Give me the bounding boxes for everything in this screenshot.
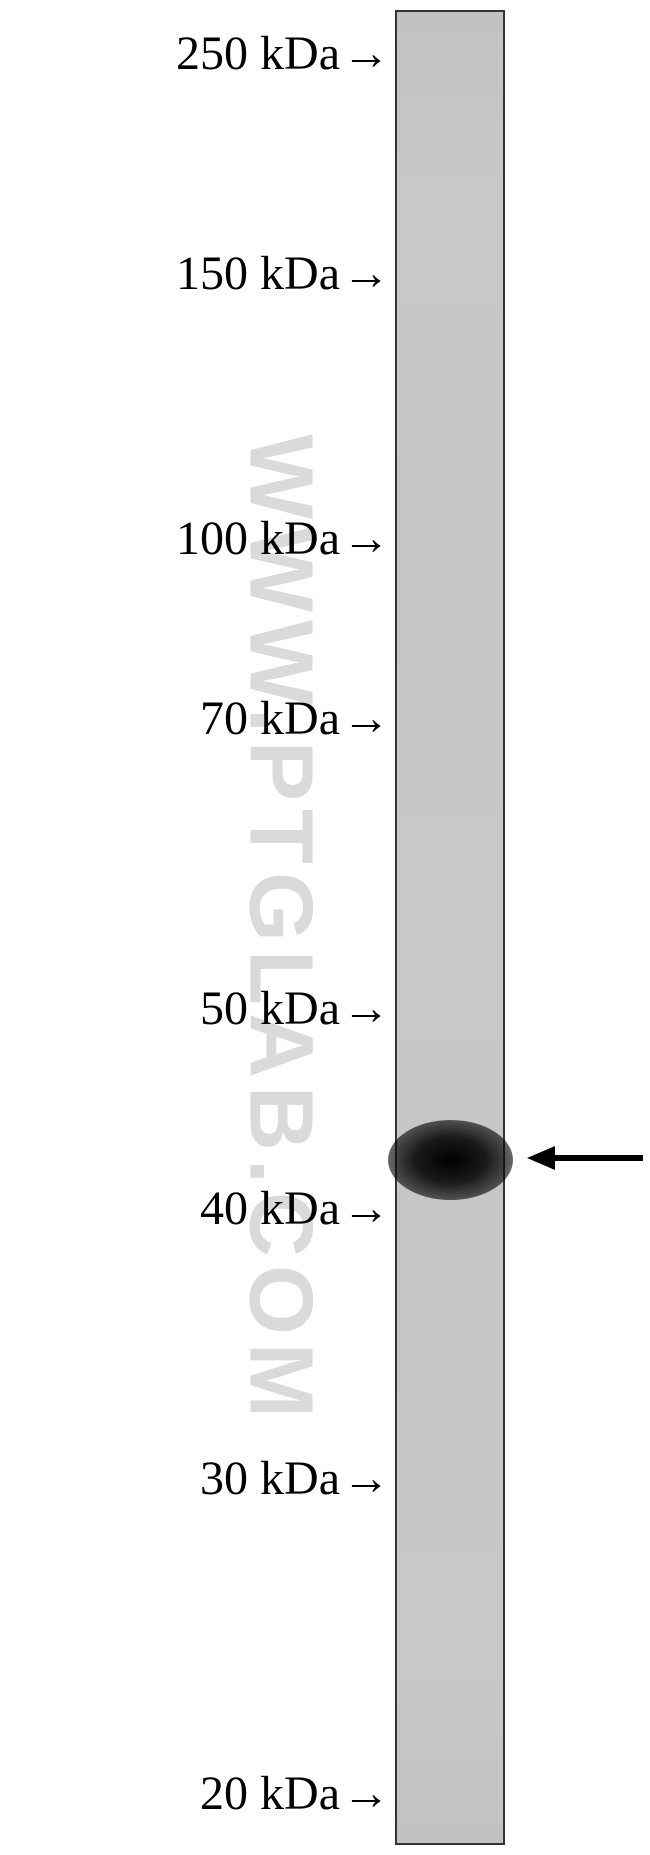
marker-70-text: 70 kDa xyxy=(200,692,340,745)
marker-arrow-icon: → xyxy=(342,1766,390,1821)
marker-30-text: 30 kDa xyxy=(200,1452,340,1505)
marker-50-text: 50 kDa xyxy=(200,982,340,1035)
marker-150: 150 kDa→ xyxy=(176,246,390,301)
protein-band xyxy=(388,1120,513,1200)
marker-20-text: 20 kDa xyxy=(200,1767,340,1820)
marker-arrow-icon: → xyxy=(342,1181,390,1236)
marker-arrow-icon: → xyxy=(342,981,390,1036)
band-indicator-arrow xyxy=(525,1138,645,1178)
marker-50: 50 kDa→ xyxy=(200,981,390,1036)
marker-250: 250 kDa→ xyxy=(176,26,390,81)
marker-100: 100 kDa→ xyxy=(176,511,390,566)
marker-arrow-icon: → xyxy=(342,511,390,566)
marker-arrow-icon: → xyxy=(342,691,390,746)
marker-arrow-icon: → xyxy=(342,26,390,81)
watermark-text: WWW.PTGLAB.COM xyxy=(229,434,332,1426)
marker-70: 70 kDa→ xyxy=(200,691,390,746)
marker-20: 20 kDa→ xyxy=(200,1766,390,1821)
marker-150-text: 150 kDa xyxy=(176,247,340,300)
marker-30: 30 kDa→ xyxy=(200,1451,390,1506)
marker-40-text: 40 kDa xyxy=(200,1182,340,1235)
marker-100-text: 100 kDa xyxy=(176,512,340,565)
marker-250-text: 250 kDa xyxy=(176,27,340,80)
blot-container: WWW.PTGLAB.COM 250 kDa→ 150 kDa→ 100 kDa… xyxy=(0,0,650,1855)
marker-arrow-icon: → xyxy=(342,1451,390,1506)
gel-lane xyxy=(395,10,505,1845)
marker-40: 40 kDa→ xyxy=(200,1181,390,1236)
lane-texture xyxy=(397,12,503,1843)
marker-arrow-icon: → xyxy=(342,246,390,301)
